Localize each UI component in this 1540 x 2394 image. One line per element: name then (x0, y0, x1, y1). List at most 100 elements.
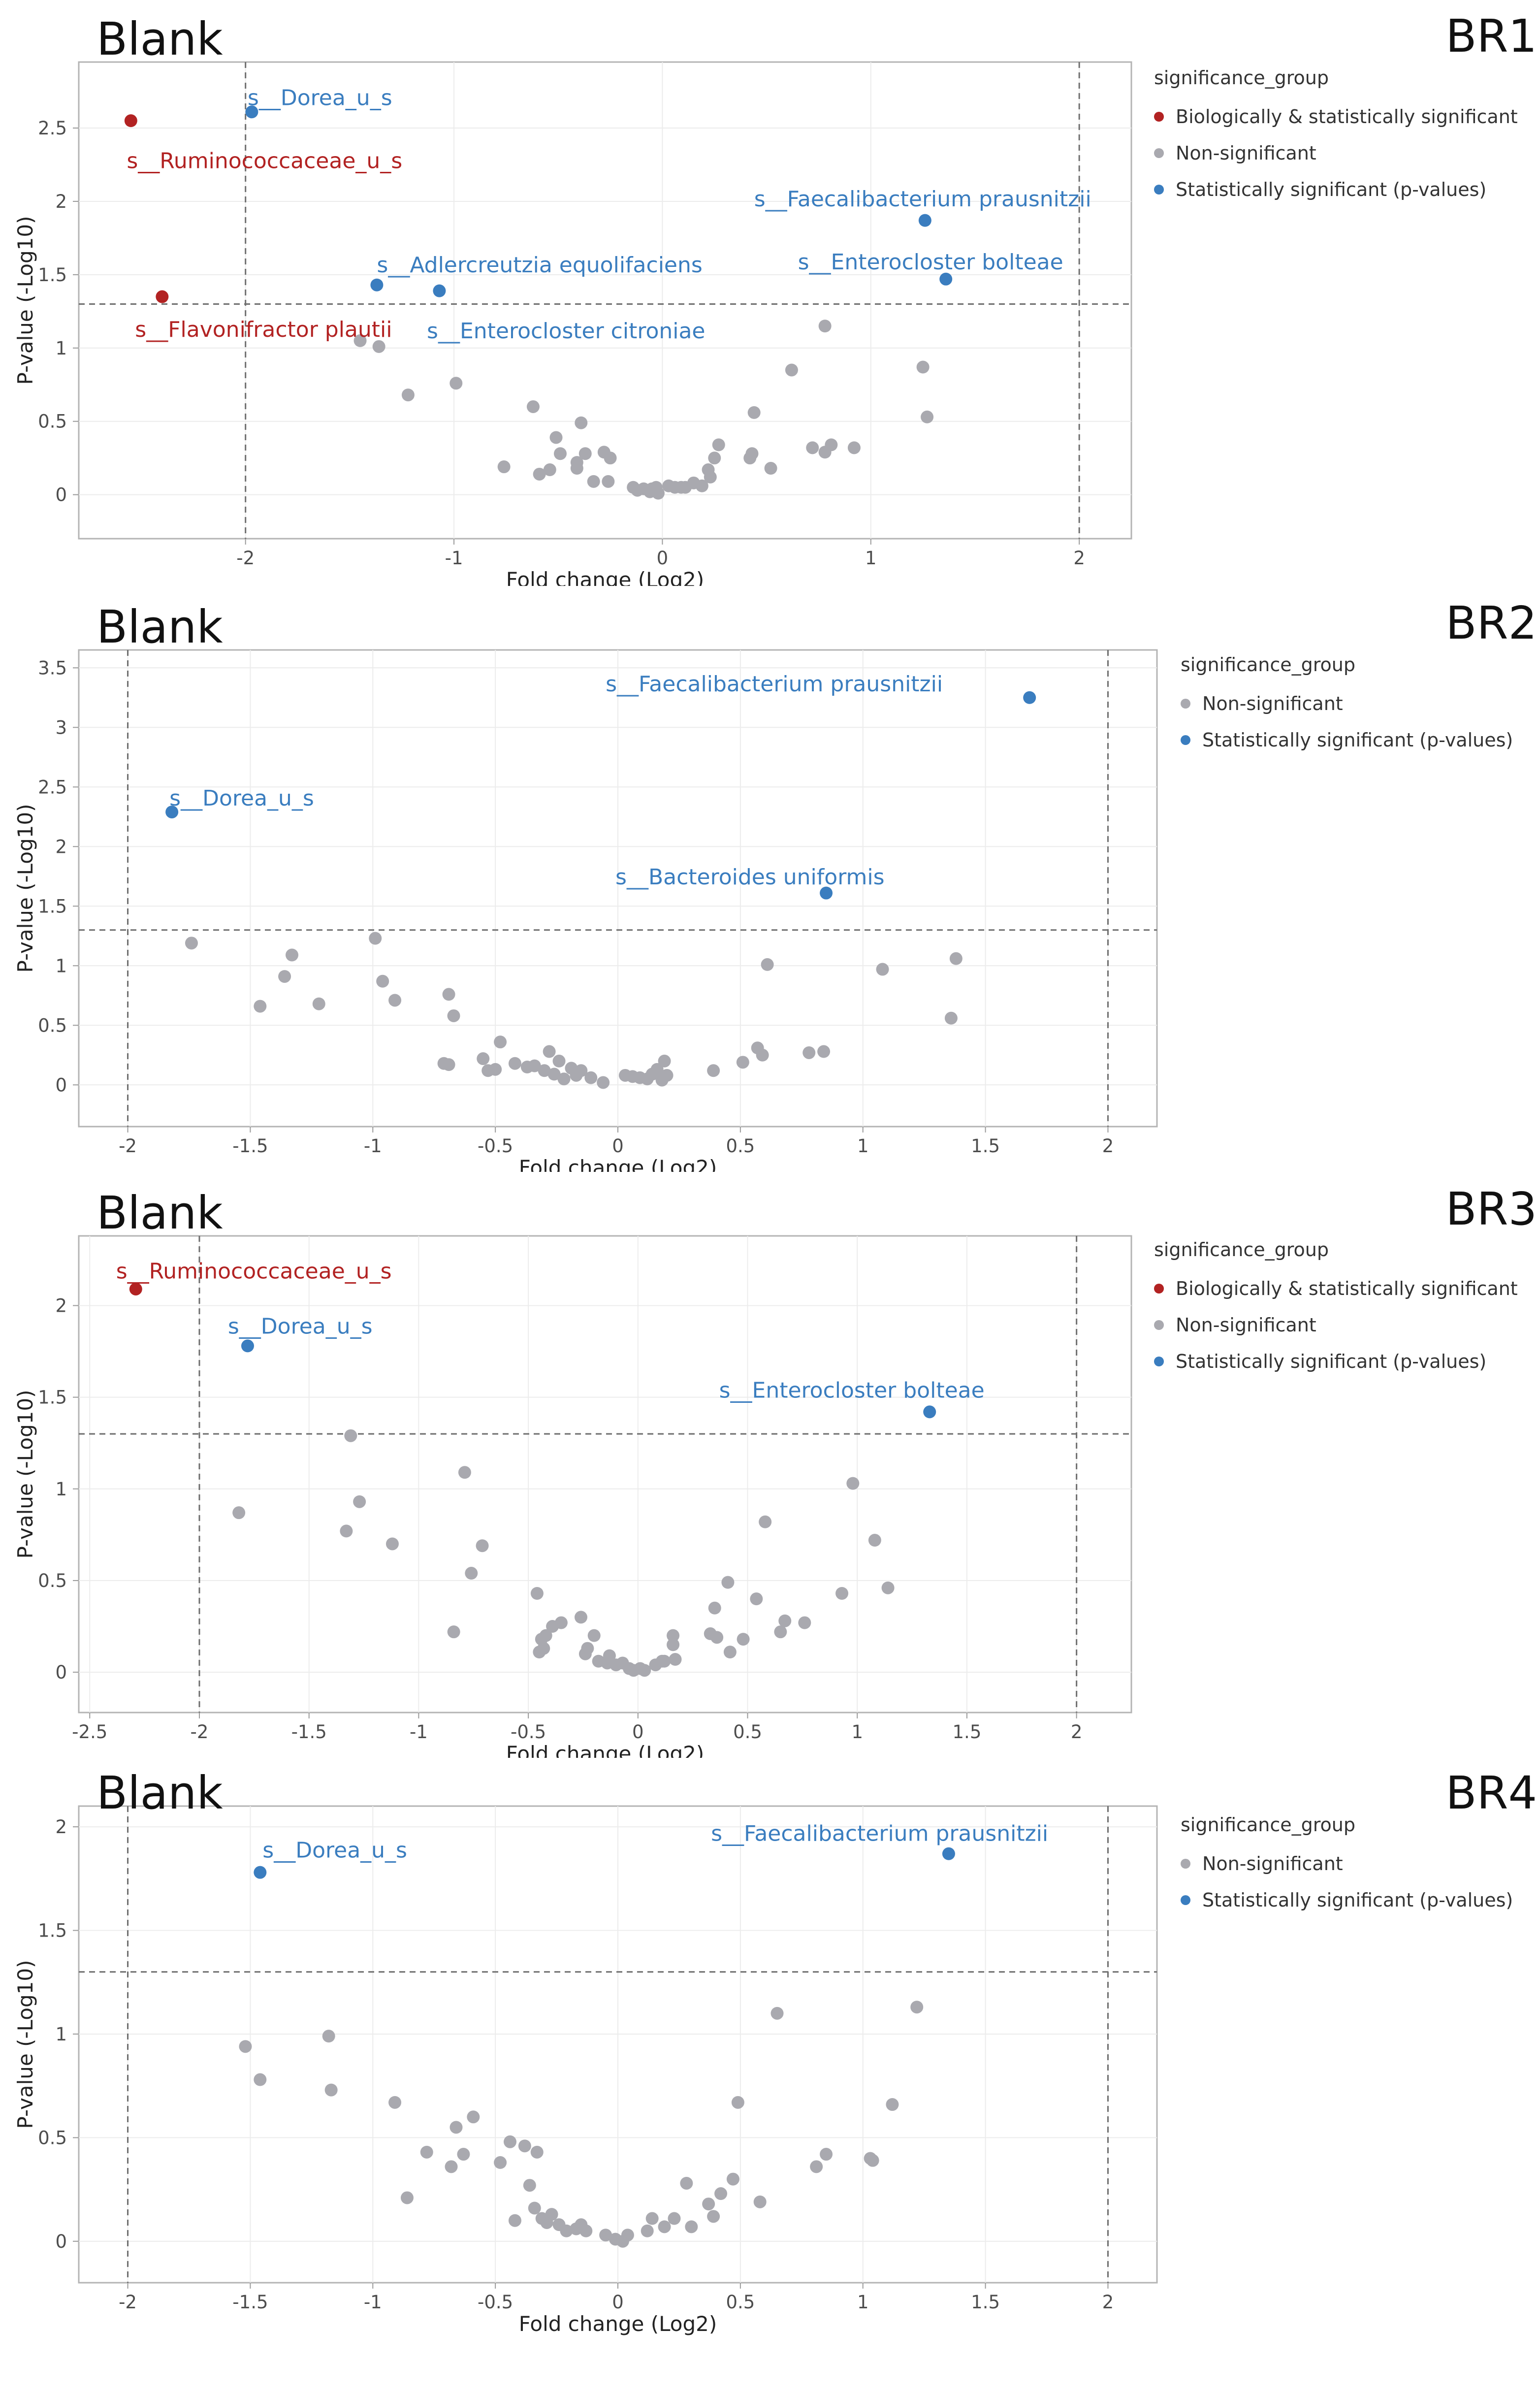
point-nonsignificant (578, 447, 592, 460)
x-axis-title: Fold change (Log2) (506, 568, 704, 586)
x-tick-label: -1.5 (232, 2292, 268, 2313)
point-nonsignificant (477, 1052, 490, 1066)
point-nonsignificant (806, 441, 819, 454)
point-significant (942, 1847, 955, 1860)
legend-label: Statistically significant (p-values) (1202, 1889, 1513, 1911)
point-nonsignificant (587, 475, 600, 488)
point-nonsignificant (447, 1625, 460, 1639)
point-nonsignificant (584, 1071, 598, 1084)
point-nonsignificant (750, 1592, 763, 1606)
condition-label: Blank (96, 1767, 223, 1819)
point-label: s__Bacteroides uniformis (615, 865, 885, 890)
x-tick-label: -1.5 (232, 1135, 268, 1157)
point-nonsignificant (497, 460, 511, 474)
point-nonsignificant (449, 2121, 463, 2134)
point-nonsignificant (458, 1466, 471, 1479)
point-nonsignificant (344, 1429, 357, 1442)
y-tick-label: 1 (55, 1479, 67, 1500)
point-nonsignificant (668, 2212, 681, 2225)
point-significant (1023, 691, 1036, 704)
y-tick-label: 2 (55, 191, 67, 212)
point-nonsignificant (621, 2229, 634, 2242)
point-nonsignificant (774, 1625, 787, 1639)
legend-swatch (1181, 735, 1190, 745)
y-tick-label: 2.5 (38, 118, 67, 139)
x-axis-title: Fold change (Log2) (506, 1742, 704, 1758)
point-significant (156, 290, 169, 303)
condition-label: Blank (96, 13, 223, 65)
legend-label: Biologically & statistically significant (1176, 1278, 1518, 1299)
x-tick-label: 1 (851, 1721, 863, 1743)
legend-title: significance_group (1154, 1239, 1329, 1261)
point-nonsignificant (570, 456, 583, 469)
point-nonsignificant (660, 1068, 674, 1082)
point-nonsignificant (278, 970, 291, 983)
point-nonsignificant (185, 937, 198, 950)
point-significant (939, 272, 953, 286)
point-nonsignificant (708, 452, 721, 465)
legend-label: Non-significant (1176, 1314, 1316, 1336)
x-tick-label: -2 (191, 1721, 209, 1743)
point-nonsignificant (369, 932, 382, 945)
point-label: s__Enterocloster bolteae (719, 1378, 985, 1403)
point-nonsignificant (868, 1534, 881, 1547)
y-tick-label: 0.5 (38, 411, 67, 432)
point-nonsignificant (810, 2160, 823, 2173)
x-tick-label: 2 (1073, 548, 1085, 569)
x-tick-label: -2 (119, 2292, 137, 2313)
point-nonsignificant (400, 2191, 414, 2204)
point-nonsignificant (442, 988, 455, 1001)
point-nonsignificant (702, 2198, 715, 2211)
x-tick-label: 0.5 (726, 2292, 755, 2313)
point-nonsignificant (710, 1631, 724, 1644)
x-tick-label: 1 (865, 548, 877, 569)
point-nonsignificant (707, 2210, 720, 2223)
point-significant (124, 114, 137, 128)
x-tick-label: -2 (119, 1135, 137, 1157)
y-tick-label: 3 (55, 717, 67, 738)
x-tick-label: 2 (1102, 2292, 1114, 2313)
y-tick-label: 0.5 (38, 2127, 67, 2148)
point-nonsignificant (538, 1064, 551, 1077)
y-tick-label: 2 (55, 1816, 67, 1838)
point-nonsignificant (494, 2156, 507, 2169)
point-significant (254, 1866, 267, 1879)
point-nonsignificant (523, 2179, 536, 2192)
volcano-panel-br2: Blank BR2 -2 -1.5 -1 -0.5 0 0.5 1 1.5 2 0 0.5 1 1.5 2… (0, 586, 1540, 1172)
point-significant (370, 278, 384, 291)
point-nonsignificant (489, 1063, 502, 1076)
point-nonsignificant (785, 363, 798, 377)
legend-swatch (1181, 1859, 1190, 1869)
x-axis-title: Fold change (Log2) (519, 1156, 717, 1172)
point-significant (245, 105, 258, 119)
batch-label: BR2 (1445, 597, 1537, 649)
x-tick-label: -2.5 (72, 1721, 107, 1743)
x-tick-label: 0 (612, 1135, 624, 1157)
legend-swatch (1181, 1895, 1190, 1905)
point-nonsignificant (650, 1063, 664, 1076)
legend-label: Statistically significant (p-values) (1176, 1351, 1487, 1372)
x-axis-title: Fold change (Log2) (519, 2312, 717, 2336)
point-nonsignificant (802, 1046, 816, 1059)
legend-label: Non-significant (1202, 693, 1343, 714)
point-nonsignificant (723, 1646, 737, 1659)
legend-title: significance_group (1181, 654, 1355, 676)
legend-swatch (1154, 112, 1164, 122)
y-axis-title: P-value (-Log10) (13, 1390, 37, 1559)
point-nonsignificant (599, 2229, 612, 2242)
legend-label: Non-significant (1176, 142, 1316, 164)
point-label: s__Enterocloster bolteae (798, 250, 1063, 275)
point-nonsignificant (759, 1515, 772, 1528)
x-tick-label: 1.5 (953, 1721, 982, 1743)
point-label: s__Ruminococcaceae_u_s (127, 149, 402, 174)
y-tick-label: 1.5 (38, 896, 67, 917)
y-tick-label: 0 (55, 2231, 67, 2252)
point-label: s__Faecalibacterium prausnitzii (754, 187, 1091, 212)
point-nonsignificant (820, 2148, 833, 2161)
x-tick-label: -1 (410, 1721, 428, 1743)
point-significant (165, 806, 179, 819)
legend-item: Statistically significant (p-values) (1181, 722, 1513, 758)
x-tick-label: -0.5 (511, 1721, 546, 1743)
point-nonsignificant (447, 1009, 460, 1022)
legend: significance_group Biologically & statis… (1154, 1239, 1518, 1380)
